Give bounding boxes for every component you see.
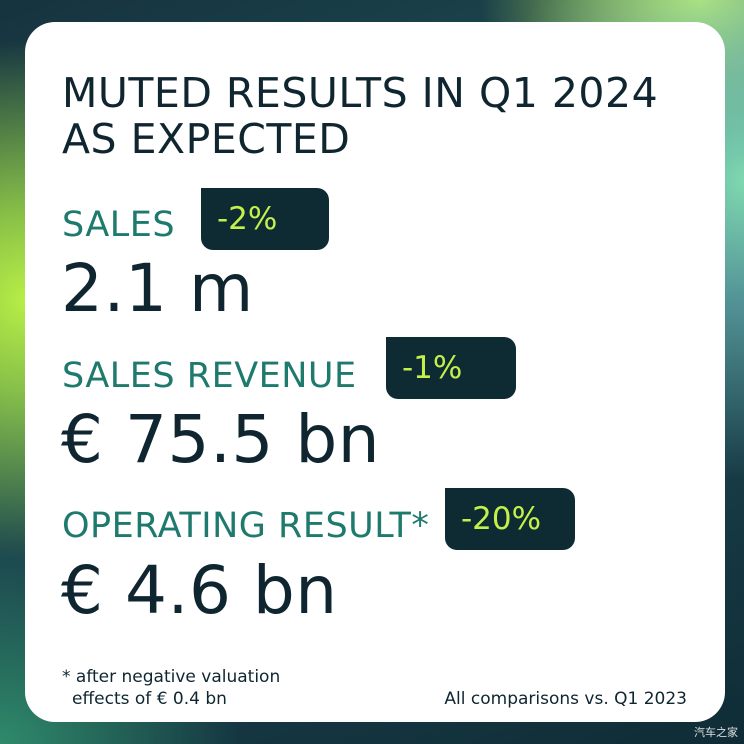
sales-revenue-change-badge: -1% xyxy=(386,337,516,399)
sales-change-badge: -2% xyxy=(201,188,329,250)
footnote-line-1: * after negative valuation xyxy=(62,667,281,687)
footnote-line-2: effects of € 0.4 bn xyxy=(72,689,227,709)
results-card: MUTED RESULTS IN Q1 2024 AS EXPECTED SAL… xyxy=(25,22,725,722)
footnote: * after negative valuation effects of € … xyxy=(62,666,322,710)
sales-revenue-label: SALES REVENUE xyxy=(62,356,357,396)
headline-line-2: AS EXPECTED xyxy=(62,115,351,163)
headline-line-1: MUTED RESULTS IN Q1 2024 xyxy=(62,69,659,117)
operating-result-value: € 4.6 bn xyxy=(61,552,338,629)
comparison-note: All comparisons vs. Q1 2023 xyxy=(444,689,687,709)
sales-value: 2.1 m xyxy=(61,250,254,327)
watermark: 汽车之家 xyxy=(694,726,738,739)
operating-result-change-badge: -20% xyxy=(445,488,575,550)
headline: MUTED RESULTS IN Q1 2024 AS EXPECTED xyxy=(62,70,702,162)
sales-label: SALES xyxy=(62,205,176,245)
sales-revenue-value: € 75.5 bn xyxy=(61,401,381,478)
operating-result-label: OPERATING RESULT* xyxy=(62,506,430,546)
